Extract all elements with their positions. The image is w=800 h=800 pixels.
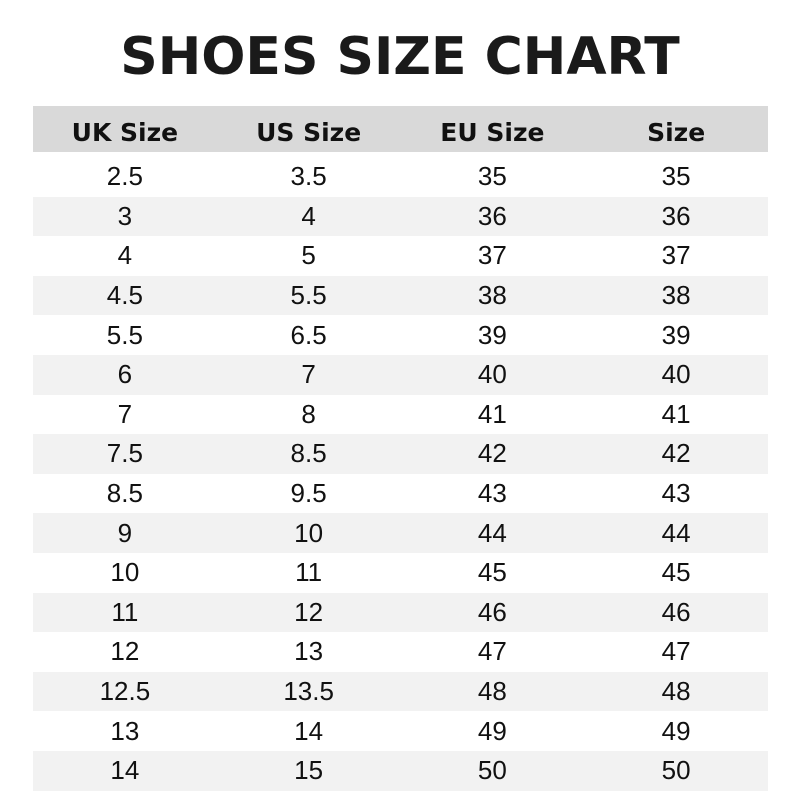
cell-uk: 4.5: [106, 280, 143, 311]
cell-size: 37: [661, 240, 691, 271]
cell-uk: 5.5: [106, 319, 143, 350]
table-row: 5.5 6.5 39 39: [33, 315, 768, 355]
cell-eu: 44: [477, 517, 507, 548]
cell-uk: 7.5: [106, 438, 143, 469]
table-row: 8.5 9.5 43 43: [33, 474, 768, 514]
table-row: 9 10 44 44: [33, 513, 768, 553]
cell-uk: 4: [117, 240, 133, 271]
cell-size: 38: [661, 280, 691, 311]
cell-size: 45: [661, 557, 691, 588]
cell-size: 41: [661, 398, 691, 429]
table-body: 2.5 3.5 35 35 3 4 36 36 4 5 37 37 4.5 5.5 38 38 5.5 6.5 39…: [33, 157, 768, 791]
cell-size: 35: [661, 161, 691, 192]
cell-eu: 49: [477, 715, 507, 746]
cell-size: 49: [661, 715, 691, 746]
cell-uk: 8.5: [106, 478, 143, 509]
cell-uk: 6: [117, 359, 133, 390]
page-title: SHOES SIZE CHART: [120, 27, 680, 87]
cell-size: 40: [661, 359, 691, 390]
cell-size: 43: [661, 478, 691, 509]
cell-us: 13: [294, 636, 324, 667]
cell-eu: 35: [477, 161, 507, 192]
cell-uk: 3: [117, 200, 133, 231]
cell-uk: 11: [111, 596, 139, 627]
cell-us: 4: [301, 200, 316, 231]
cell-size: 44: [661, 517, 691, 548]
cell-uk: 12.5: [99, 676, 151, 707]
cell-us: 15: [294, 755, 324, 786]
table-row: 13 14 49 49: [33, 711, 768, 751]
cell-us: 3.5: [290, 161, 327, 192]
cell-us: 5: [301, 240, 316, 271]
header-size: Size: [647, 117, 706, 147]
cell-us: 7: [301, 359, 316, 390]
cell-us: 8: [301, 398, 316, 429]
cell-eu: 36: [477, 200, 507, 231]
cell-us: 11: [295, 557, 323, 588]
size-table: UK Size US Size EU Size Size 2.5 3.5 35 35 3…: [33, 106, 768, 791]
table-row: 12 13 47 47: [33, 632, 768, 672]
table-row: 14 15 50 50: [33, 750, 768, 791]
table-row: 12.5 13.5 48 48: [33, 671, 768, 712]
table-row: 3 4 36 36: [33, 196, 768, 237]
cell-eu: 50: [477, 755, 507, 786]
cell-uk: 10: [110, 557, 140, 588]
table-header: UK Size US Size EU Size Size: [33, 106, 768, 152]
cell-eu: 43: [477, 478, 507, 509]
cell-uk: 9: [117, 517, 133, 548]
cell-size: 50: [661, 755, 691, 786]
cell-size: 48: [661, 676, 691, 707]
cell-eu: 39: [477, 319, 507, 350]
cell-eu: 48: [477, 676, 507, 707]
cell-size: 47: [661, 636, 691, 667]
cell-uk: 12: [110, 636, 140, 667]
cell-size: 46: [661, 596, 691, 627]
table-row: 6 7 40 40: [33, 354, 768, 395]
cell-us: 10: [294, 517, 324, 548]
cell-us: 6.5: [290, 319, 327, 350]
table-row: 10 11 45 45: [33, 553, 768, 593]
header-us-size: US Size: [256, 117, 362, 147]
cell-us: 14: [294, 715, 324, 746]
cell-uk: 14: [110, 755, 140, 786]
cell-size: 36: [661, 200, 691, 231]
header-eu-size: EU Size: [440, 117, 545, 147]
cell-eu: 40: [477, 359, 507, 390]
cell-eu: 46: [477, 596, 507, 627]
table-row: 4.5 5.5 38 38: [33, 275, 768, 316]
cell-us: 13.5: [283, 676, 334, 707]
table-row: 4 5 37 37: [33, 236, 768, 276]
header-uk-size: UK Size: [71, 117, 179, 147]
cell-size: 39: [661, 319, 691, 350]
table-row: 11 12 46 46: [33, 592, 768, 633]
cell-us: 5.5: [290, 280, 327, 311]
cell-eu: 45: [477, 557, 507, 588]
table-row: 7.5 8.5 42 42: [33, 434, 768, 474]
cell-eu: 37: [477, 240, 507, 271]
cell-size: 42: [661, 438, 691, 469]
cell-us: 12: [294, 596, 324, 627]
cell-uk: 2.5: [106, 161, 143, 192]
cell-eu: 42: [477, 438, 507, 469]
table-row: 7 8 41 41: [33, 395, 768, 435]
cell-eu: 41: [477, 398, 507, 429]
cell-eu: 38: [477, 280, 507, 311]
cell-us: 9.5: [290, 478, 327, 509]
cell-eu: 47: [477, 636, 507, 667]
cell-uk: 13: [110, 715, 140, 746]
cell-us: 8.5: [290, 438, 327, 469]
cell-uk: 7: [117, 398, 133, 429]
table-row: 2.5 3.5 35 35: [33, 157, 768, 197]
